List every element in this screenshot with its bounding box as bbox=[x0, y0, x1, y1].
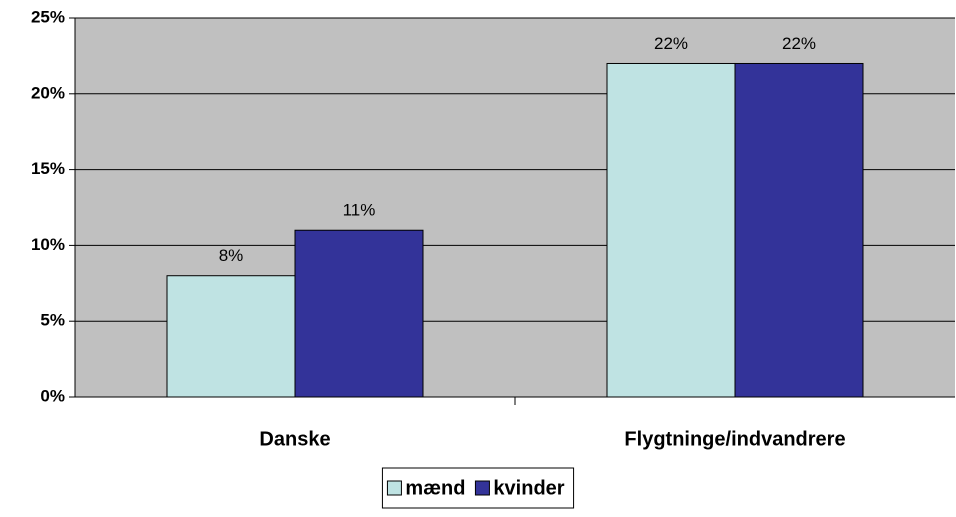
bar bbox=[294, 229, 424, 398]
y-tick-label: 20% bbox=[31, 83, 65, 102]
y-tick-label: 0% bbox=[40, 386, 65, 405]
bar bbox=[166, 275, 296, 398]
value-label: 22% bbox=[782, 34, 816, 53]
value-label: 8% bbox=[219, 246, 244, 265]
x-tick-label: Danske bbox=[259, 428, 330, 450]
value-label: 11% bbox=[343, 201, 376, 220]
legend: mænd kvinder bbox=[381, 467, 575, 509]
y-tick-label: 5% bbox=[40, 311, 65, 330]
legend-swatch bbox=[474, 480, 490, 496]
y-tick-label: 10% bbox=[31, 235, 65, 254]
value-label: 22% bbox=[654, 34, 688, 53]
legend-swatch bbox=[386, 480, 402, 496]
bar bbox=[734, 62, 864, 398]
x-tick-label: Flygtninge/indvandrere bbox=[624, 428, 845, 450]
y-tick-label: 15% bbox=[31, 159, 65, 178]
y-tick-label: 25% bbox=[31, 7, 65, 26]
legend-label: mænd bbox=[405, 477, 465, 499]
bar bbox=[606, 62, 736, 398]
legend-label: kvinder bbox=[493, 477, 564, 499]
